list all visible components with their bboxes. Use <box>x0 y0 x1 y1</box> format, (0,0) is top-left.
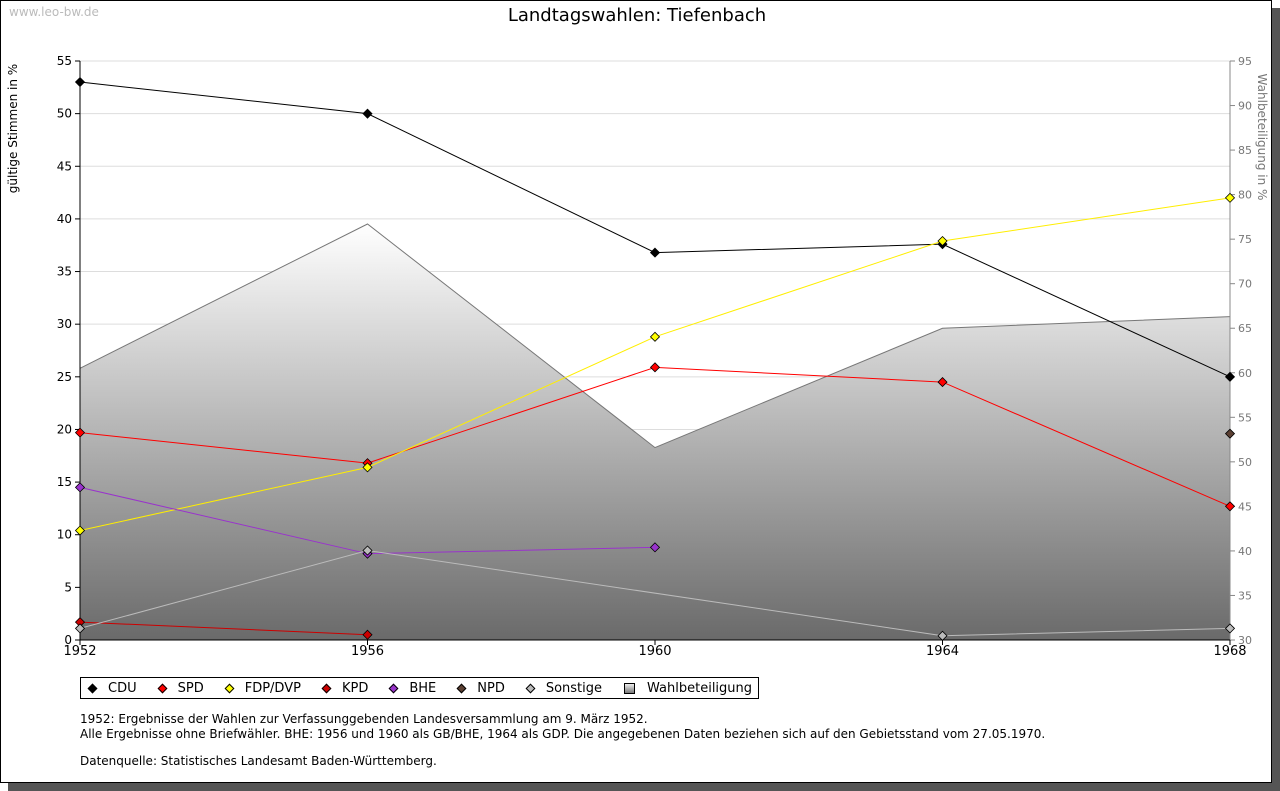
y2-tick-label: 65 <box>1238 322 1252 335</box>
point-spd <box>649 362 661 373</box>
x-tick-label: 1956 <box>351 644 384 659</box>
chart-notes: 1952: Ergebnisse der Wahlen zur Verfassu… <box>80 712 1045 769</box>
legend-item: NPD <box>456 680 505 696</box>
y2-tick-label: 55 <box>1238 411 1252 424</box>
note-source: Datenquelle: Statistisches Landesamt Bad… <box>80 754 437 768</box>
point-sonstige <box>362 545 373 556</box>
legend-marker-icon <box>624 682 636 694</box>
legend-item: Wahlbeteiligung <box>624 681 752 696</box>
point-bhe <box>649 542 661 553</box>
legend-item: BHE <box>388 680 437 696</box>
y2-tick-label: 70 <box>1238 278 1252 291</box>
line-kpd <box>79 621 368 636</box>
legend-marker-icon <box>525 683 536 693</box>
watermark: www.leo-bw.de <box>9 5 99 19</box>
x-tick-label: 1960 <box>638 644 671 659</box>
point-fdp-dvp <box>1224 192 1236 203</box>
y2-tick-label: 35 <box>1238 589 1252 602</box>
point-cdu <box>74 76 86 88</box>
y-tick-label: 45 <box>57 159 72 173</box>
legend-item: FDP/DVP <box>224 680 301 696</box>
legend-label: Wahlbeteiligung <box>647 680 753 696</box>
point-fdp-dvp <box>649 331 661 342</box>
legend-label: SPD <box>177 680 204 696</box>
legend-marker-icon <box>87 683 98 693</box>
legend-marker-icon <box>456 683 467 693</box>
legend-marker-icon <box>157 683 168 693</box>
legend-label: BHE <box>409 680 437 696</box>
line-sonstige <box>79 550 1231 637</box>
y2-tick-label: 75 <box>1238 233 1252 246</box>
point-spd <box>74 427 86 438</box>
y2-tick-label: 50 <box>1238 456 1252 469</box>
point-sonstige <box>1224 623 1236 634</box>
legend-item: KPD <box>321 680 369 696</box>
y-tick-label: 0 <box>64 633 72 647</box>
y-tick-label: 50 <box>57 107 72 121</box>
x-tick-label: 1964 <box>926 644 959 659</box>
point-cdu <box>362 108 373 119</box>
x-tick-label: 1952 <box>63 644 96 659</box>
line-wahlbeteiligung <box>79 223 1231 449</box>
x-tick-label: 1968 <box>1213 644 1246 659</box>
y-tick-label: 10 <box>57 528 72 542</box>
legend-marker-icon <box>224 683 235 693</box>
y-tick-label: 35 <box>57 265 72 279</box>
y-tick-label: 5 <box>64 580 72 594</box>
y2-tick-label: 85 <box>1238 144 1252 157</box>
legend-item: Sonstige <box>525 680 603 696</box>
point-fdp-dvp <box>74 525 86 536</box>
point-fdp-dvp <box>362 462 373 473</box>
note-1952: 1952: Ergebnisse der Wahlen zur Verfassu… <box>80 712 648 726</box>
y-tick-label: 30 <box>57 317 72 331</box>
y-tick-label: 15 <box>57 475 72 489</box>
y-tick-label: 20 <box>57 422 72 436</box>
point-sonstige <box>937 630 948 641</box>
y2-tick-label: 95 <box>1238 55 1252 68</box>
y2-tick-label: 60 <box>1238 367 1252 380</box>
legend-label: NPD <box>477 680 505 696</box>
y2-tick-label: 30 <box>1238 634 1252 647</box>
y2-tick-label: 45 <box>1238 500 1252 513</box>
point-spd <box>937 377 948 388</box>
point-fdp-dvp <box>937 235 948 247</box>
chart-legend: CDU SPD FDP/DVP KPD BHE NPD Sonstige Wahlbeteil… <box>80 677 760 699</box>
y2-tick-label: 90 <box>1238 100 1252 113</box>
y-axis-label: gültige Stimmen in % <box>6 64 20 193</box>
y-tick-label: 55 <box>57 54 72 68</box>
point-kpd <box>362 629 373 640</box>
point-bhe <box>74 482 86 493</box>
y-tick-label: 40 <box>57 212 72 226</box>
y-tick-label: 25 <box>57 370 72 384</box>
legend-item: SPD <box>157 680 204 696</box>
y2-axis-label: Wahlbeteiligung in % <box>1255 74 1269 201</box>
legend-item: CDU <box>87 680 137 696</box>
legend-label: Sonstige <box>545 680 603 696</box>
legend-marker-icon <box>388 683 399 693</box>
legend-label: KPD <box>341 680 369 696</box>
chart-title: Landtagswahlen: Tiefenbach <box>507 5 767 26</box>
note-general: Alle Ergebnisse ohne Briefwähler. BHE: 1… <box>80 727 1046 741</box>
point-spd <box>1224 501 1236 512</box>
y2-tick-label: 80 <box>1238 189 1252 202</box>
point-cdu <box>649 247 661 258</box>
y2-tick-label: 40 <box>1238 545 1252 558</box>
legend-marker-icon <box>321 683 332 693</box>
legend-label: CDU <box>108 680 137 696</box>
point-npd <box>1224 428 1236 439</box>
point-sonstige <box>74 623 86 634</box>
point-cdu <box>1224 371 1236 382</box>
area-wahlbeteiligung <box>80 224 1230 640</box>
legend-label: FDP/DVP <box>244 680 301 696</box>
